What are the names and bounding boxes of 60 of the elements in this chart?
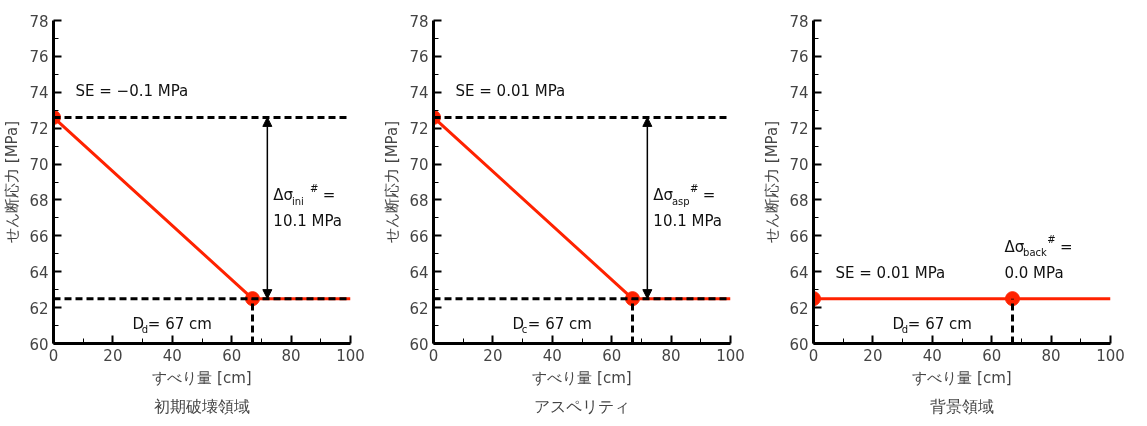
annotation: 10.1 MPa [653,212,723,231]
x-tick-label: 100 [1096,346,1125,365]
annotation: SE = −0.1 MPa [75,82,189,101]
x-tick-label: 60 [602,346,622,365]
x-axis-title: すべり量 [cm] [532,368,632,387]
x-tick-label: 0 [48,346,59,365]
x-tick-label: 80 [1041,346,1061,365]
y-tick-label: 72 [29,120,49,139]
annotation: SE = 0.01 MPa [455,82,566,101]
y-tick-label: 74 [409,84,429,103]
x-tick-label: 40 [162,346,182,365]
x-axis-title: すべり量 [cm] [912,368,1012,387]
y-tick-label: 68 [29,191,49,210]
y-axis-title: せん断応力 [MPa] [763,121,782,243]
y-tick-label: 68 [409,191,429,210]
y-tick-label: 74 [789,84,809,103]
x-tick-label: 20 [483,346,503,365]
annotation: SE = 0.01 MPa [835,263,946,282]
y-tick-label: 76 [29,48,49,67]
y-tick-label: 64 [29,263,49,282]
y-tick-label: 72 [409,120,429,139]
text: 背景領域 [930,396,994,416]
y-tick-label: 62 [29,299,49,318]
y-tick-label: 70 [29,156,49,175]
x-tick-label: 100 [336,346,365,365]
x-tick-label: 0 [808,346,819,365]
x-tick-label: 80 [661,346,681,365]
x-tick-label: 20 [103,346,123,365]
annotation: 10.1 MPa [273,212,343,231]
y-tick-label: 78 [29,12,49,31]
x-tick-label: 100 [716,346,745,365]
y-tick-label: 66 [29,227,49,246]
x-tick-label: 60 [222,346,242,365]
y-tick-label: 76 [789,48,809,67]
x-tick-label: 0 [428,346,439,365]
annotation: 0.0 MPa [1004,263,1064,282]
x-tick-label: 60 [982,346,1002,365]
x-tick-label: 20 [863,346,883,365]
y-tick-label: 64 [789,263,809,282]
y-tick-label: 76 [409,48,429,67]
y-tick-label: 62 [409,299,429,318]
y-tick-label: 78 [789,12,809,31]
y-tick-label: 72 [789,120,809,139]
y-tick-label: 78 [409,12,429,31]
y-tick-label: 68 [789,191,809,210]
x-tick-label: 40 [922,346,942,365]
y-tick-label: 64 [409,263,429,282]
y-tick-label: 66 [409,227,429,246]
text: 初期破壊領域 [154,396,250,416]
y-axis-title: せん断応力 [MPa] [3,121,22,243]
y-tick-label: 62 [789,299,809,318]
y-tick-label: 70 [409,156,429,175]
x-tick-label: 40 [542,346,562,365]
y-tick-label: 66 [789,227,809,246]
y-axis-title: せん断応力 [MPa] [383,121,402,243]
text: アスペリティ [534,396,630,416]
y-tick-label: 74 [29,84,49,103]
x-tick-label: 80 [281,346,301,365]
y-tick-label: 70 [789,156,809,175]
x-axis-title: すべり量 [cm] [152,368,252,387]
